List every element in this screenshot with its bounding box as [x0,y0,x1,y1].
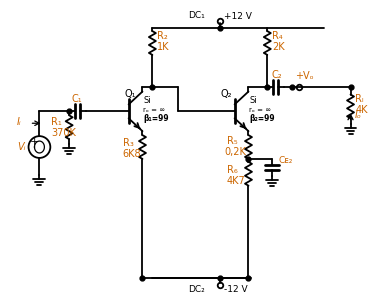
Text: R₁: R₁ [51,117,62,127]
Text: 6K8: 6K8 [123,149,141,159]
Text: -12 V: -12 V [224,285,247,294]
Text: 370K: 370K [51,128,76,138]
Text: rₒ = ∞: rₒ = ∞ [144,107,166,113]
Text: Vᵢ: Vᵢ [18,142,26,152]
Text: Q₁: Q₁ [125,89,136,100]
Text: rₒ = ∞: rₒ = ∞ [249,107,272,113]
Text: 1K: 1K [157,42,170,52]
Text: R₆: R₆ [227,165,237,175]
Text: Si: Si [249,97,257,106]
Text: +: + [30,137,39,147]
Text: Si: Si [144,97,151,106]
Text: Iᵢ: Iᵢ [17,117,21,127]
Text: Iₒ: Iₒ [354,110,361,120]
Text: Rₗ: Rₗ [356,94,364,104]
Text: Cᴇ₂: Cᴇ₂ [278,156,293,165]
Text: 4K: 4K [356,105,368,115]
Text: R₄: R₄ [272,31,283,41]
Text: C₁: C₁ [71,94,82,104]
Text: Q₂: Q₂ [221,89,232,100]
Text: 0,2K: 0,2K [225,147,247,157]
Text: R₃: R₃ [123,138,134,148]
Text: DC₁: DC₁ [188,11,205,20]
Text: β₂=99: β₂=99 [249,114,275,123]
Text: C₂: C₂ [271,70,282,80]
Text: R₅: R₅ [227,136,237,146]
Text: +12 V: +12 V [224,12,252,21]
Text: R₂: R₂ [157,31,168,41]
Text: 2K: 2K [272,42,285,52]
Text: 4K7: 4K7 [227,176,245,186]
Text: +Vₒ: +Vₒ [295,71,314,81]
Text: DC₂: DC₂ [188,285,205,294]
Text: β₁=99: β₁=99 [144,114,169,123]
